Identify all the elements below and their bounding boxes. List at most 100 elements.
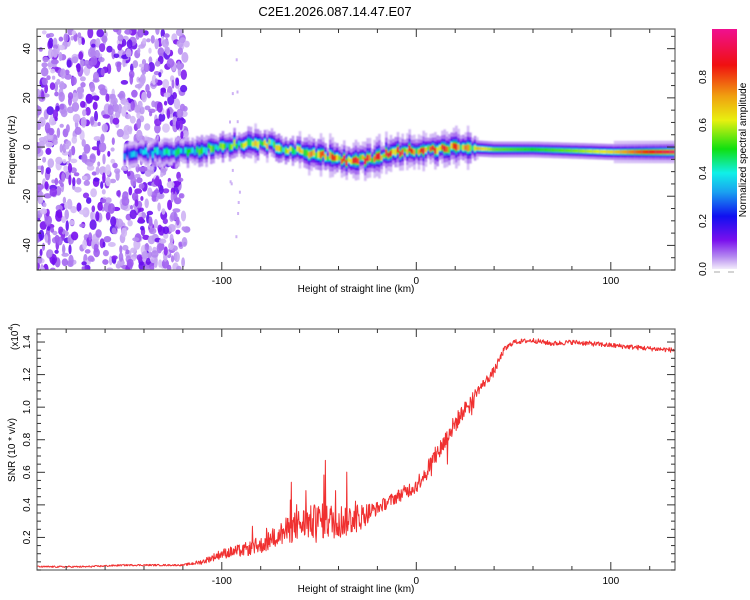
noise-cell: [46, 106, 54, 116]
x-tick-label: -100: [212, 576, 232, 587]
noise-cell: [43, 193, 52, 199]
noise-cell: [52, 44, 59, 50]
noise-cell: [162, 39, 169, 48]
noise-cell: [182, 130, 189, 138]
noise-cell: [95, 166, 100, 175]
ridge-cell: [350, 158, 353, 165]
noise-cell: [130, 101, 136, 111]
spectrogram-x-label: Height of straight line (km): [298, 284, 415, 295]
ridge-cell: [431, 145, 435, 151]
ridge-cell: [529, 147, 533, 152]
noise-cell: [91, 146, 99, 151]
noise-cell: [50, 227, 55, 233]
ridge-cell: [280, 146, 283, 153]
noise-cell: [170, 191, 174, 203]
noise-cell: [59, 123, 64, 128]
noise-cell: [105, 197, 112, 204]
noise-cell: [129, 73, 134, 85]
noise-cell: [148, 227, 157, 235]
noise-cell: [112, 162, 118, 169]
ridge-cell: [459, 144, 463, 150]
noise-cell: [92, 95, 100, 101]
ridge-cell: [396, 146, 400, 153]
noise-cell: [157, 47, 165, 57]
noise-cell: [134, 173, 141, 179]
noise-cell: [55, 156, 63, 165]
noise-cell: [47, 249, 53, 258]
noise-cell: [59, 103, 65, 110]
ridge-cell: [637, 150, 640, 154]
ridge-cell: [387, 152, 390, 158]
ridge-cell: [487, 147, 491, 151]
noise-cell: [116, 61, 122, 73]
noise-cell: [65, 124, 70, 133]
noise-cell: [153, 218, 158, 229]
ridge-cell: [564, 148, 568, 153]
noise-cell: [149, 262, 155, 270]
noise-cell: [123, 124, 132, 136]
noise-cell: [148, 47, 152, 54]
noise-cell: [113, 53, 120, 59]
noise-cell: [82, 175, 88, 181]
ridge-cell: [527, 147, 530, 152]
ridge-cell: [296, 145, 299, 152]
noise-cell: [130, 247, 137, 254]
ridge-cell: [380, 155, 383, 161]
noise-cell: [64, 202, 69, 210]
y-tick-label: 0: [22, 144, 33, 150]
noise-cell: [132, 237, 140, 242]
noise-cell: [101, 123, 109, 133]
noise-cell: [93, 243, 99, 253]
ridge-cell: [434, 147, 437, 154]
noise-cell: [136, 76, 140, 83]
noise-cell: [149, 111, 153, 117]
colorbar-tick-label: 0.4: [698, 166, 709, 180]
ridge-cell: [165, 148, 169, 154]
y-tick-label: 0.6: [22, 465, 33, 479]
ridge-cell: [606, 150, 610, 154]
ridge-cell: [627, 150, 631, 154]
ridge-cell: [609, 150, 612, 154]
noise-cell: [62, 159, 67, 164]
noise-cell: [183, 40, 190, 48]
noise-cell: [175, 119, 180, 130]
noise-cell: [156, 101, 163, 113]
noise-cell: [229, 180, 232, 184]
ridge-cell: [189, 148, 192, 153]
ridge-cell: [592, 149, 596, 154]
noise-cell: [115, 218, 124, 228]
noise-cell: [162, 79, 170, 89]
ridge-cell: [625, 150, 629, 154]
ridge-cell: [443, 145, 446, 152]
noise-cell: [153, 257, 158, 268]
noise-cell: [170, 255, 175, 263]
noise-cell: [140, 225, 145, 231]
ridge-cell: [168, 149, 171, 156]
noise-cell: [76, 62, 81, 73]
ridge-cell: [224, 143, 227, 149]
noise-cell: [181, 226, 186, 231]
ridge-cell: [235, 144, 239, 149]
noise-cell: [41, 30, 47, 35]
noise-cell: [48, 37, 54, 49]
noise-cell: [94, 49, 100, 59]
ridge-cell: [632, 150, 636, 154]
snr-y-scale-label: (x10: [10, 330, 21, 350]
ridge-cell: [511, 147, 514, 152]
ridge-cell: [247, 138, 250, 146]
noise-cell: [42, 202, 47, 208]
noise-cell: [65, 140, 72, 147]
ridge-cell: [508, 147, 512, 152]
noise-cell: [80, 116, 87, 128]
ridge-cell: [375, 153, 379, 160]
noise-cell: [88, 232, 93, 241]
noise-cell: [176, 216, 180, 226]
noise-cell: [174, 251, 180, 263]
ridge-cell: [301, 149, 304, 154]
ridge-cell: [191, 147, 194, 154]
noise-cell: [72, 113, 81, 123]
ridge-cell: [252, 141, 255, 147]
ridge-cell: [303, 149, 306, 156]
ridge-cell: [403, 147, 407, 153]
ridge-cell: [345, 160, 348, 166]
